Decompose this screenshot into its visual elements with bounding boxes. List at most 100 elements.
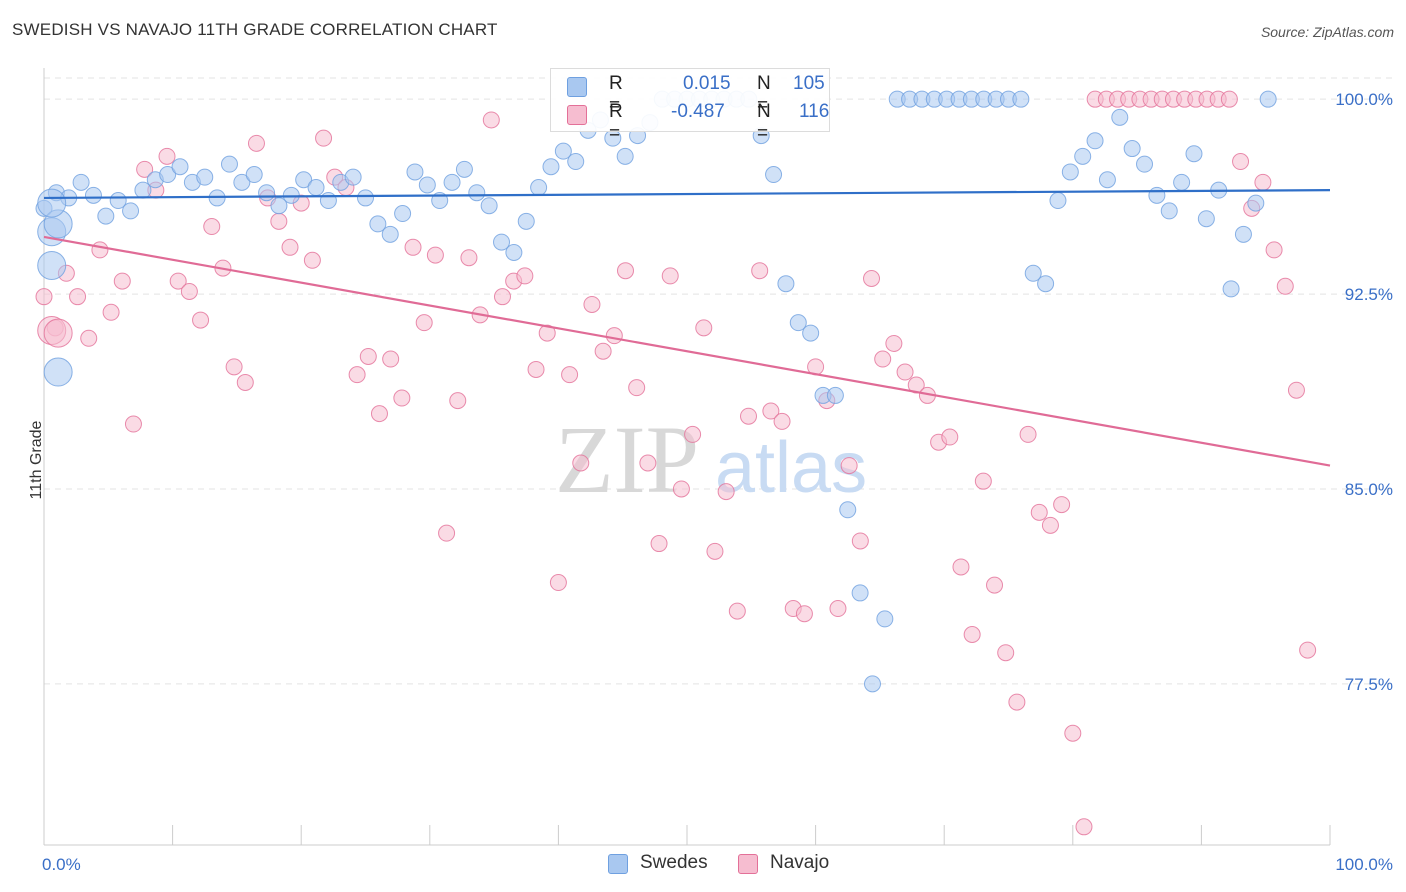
swedes-point xyxy=(505,244,523,262)
legend-item-swedes[interactable]: Swedes xyxy=(608,852,708,874)
navajo-point xyxy=(538,324,556,342)
navajo-point xyxy=(762,402,780,420)
swedes-point xyxy=(863,675,881,693)
swedes-point xyxy=(616,147,634,165)
navajo-point xyxy=(717,483,735,501)
navajo-point xyxy=(43,318,73,348)
swedes-point xyxy=(220,155,238,173)
navajo-point xyxy=(303,251,321,269)
navajo-point xyxy=(1232,153,1250,171)
navajo-trend-line xyxy=(43,235,1331,467)
swedes-point xyxy=(171,158,189,176)
swedes-point xyxy=(406,163,424,181)
navajo-point xyxy=(80,329,98,347)
stats-legend: R = 0.015 N = 105 R = -0.487 N = 116 xyxy=(550,68,830,144)
navajo-point xyxy=(1019,425,1037,443)
navajo-point xyxy=(549,574,567,592)
navajo-point xyxy=(180,282,198,300)
navajo-point xyxy=(1053,496,1071,514)
swedes-point xyxy=(1012,90,1030,108)
swedes-point xyxy=(876,610,894,628)
swedes-point xyxy=(777,275,795,293)
x-tick-label: 100.0% xyxy=(1335,855,1393,874)
navajo-point xyxy=(382,350,400,368)
navajo-point xyxy=(1299,641,1317,659)
navajo-point xyxy=(874,350,892,368)
legend-n-label: N = xyxy=(757,101,771,144)
legend-item-navajo[interactable]: Navajo xyxy=(738,852,829,874)
navajo-point xyxy=(773,412,791,430)
swedes-point xyxy=(1123,140,1141,158)
navajo-point xyxy=(102,303,120,321)
swedes-point xyxy=(789,314,807,332)
navajo-swatch xyxy=(567,105,587,125)
swedes-point xyxy=(1247,194,1265,212)
navajo-point xyxy=(348,366,366,384)
swedes-point xyxy=(851,584,869,602)
navajo-point xyxy=(493,288,511,306)
navajo-point xyxy=(616,262,634,280)
navajo-point xyxy=(650,535,668,553)
legend-r-label: R = xyxy=(609,73,623,116)
swedes-point xyxy=(1136,155,1154,173)
navajo-point xyxy=(751,262,769,280)
swedes-legend-swatch xyxy=(608,854,628,874)
navajo-point xyxy=(315,129,333,147)
navajo-point xyxy=(628,379,646,397)
swedes-point xyxy=(455,160,473,178)
navajo-point xyxy=(370,405,388,423)
swedes-point xyxy=(418,176,436,194)
swedes-point xyxy=(839,501,857,519)
navajo-point xyxy=(605,327,623,345)
navajo-point xyxy=(1220,90,1238,108)
swedes-point xyxy=(357,189,374,207)
navajo-point xyxy=(863,269,881,287)
navajo-point xyxy=(572,454,590,472)
swedes-point xyxy=(37,250,67,280)
source-credit: Source: ZipAtlas.com xyxy=(1260,24,1394,40)
navajo-point xyxy=(1041,516,1059,534)
swedes-point xyxy=(258,184,276,202)
swedes-point xyxy=(1148,186,1166,204)
navajo-point xyxy=(225,358,243,376)
navajo-point xyxy=(583,295,601,313)
swedes-point xyxy=(1098,171,1116,189)
navajo-point xyxy=(527,360,545,378)
swedes-point xyxy=(43,357,73,387)
swedes-point xyxy=(1061,163,1079,181)
navajo-point xyxy=(840,457,858,475)
navajo-point xyxy=(69,288,87,306)
navajo-point xyxy=(795,605,813,623)
navajo-point xyxy=(672,480,690,498)
navajo-point xyxy=(941,428,959,446)
swedes-point xyxy=(493,233,511,251)
swedes-point xyxy=(295,171,313,189)
swedes-point xyxy=(122,202,140,220)
navajo-point xyxy=(136,160,154,178)
navajo-point xyxy=(404,238,422,256)
swedes-point xyxy=(1037,275,1055,293)
swedes-point xyxy=(1234,225,1252,243)
navajo-point xyxy=(728,602,746,620)
swedes-point xyxy=(97,207,115,225)
navajo-point xyxy=(236,373,254,391)
swedes-point xyxy=(1074,147,1092,165)
navajo-point xyxy=(415,314,433,332)
navajo-point xyxy=(113,272,131,290)
swedes-point xyxy=(480,197,498,215)
navajo-point xyxy=(896,363,914,381)
swedes-point xyxy=(1185,145,1203,163)
navajo-point xyxy=(124,415,142,433)
swedes-point xyxy=(1111,108,1129,126)
navajo-point xyxy=(684,425,702,443)
navajo-point xyxy=(35,288,53,306)
swedes-point xyxy=(530,179,548,197)
navajo-point xyxy=(594,342,612,360)
navajo-points xyxy=(35,90,1317,836)
navajo-point xyxy=(706,542,724,560)
swedes-point xyxy=(270,197,288,215)
swedes-point xyxy=(369,215,387,233)
navajo-point xyxy=(695,319,713,337)
navajo-point xyxy=(885,334,903,352)
navajo-point xyxy=(270,212,288,230)
